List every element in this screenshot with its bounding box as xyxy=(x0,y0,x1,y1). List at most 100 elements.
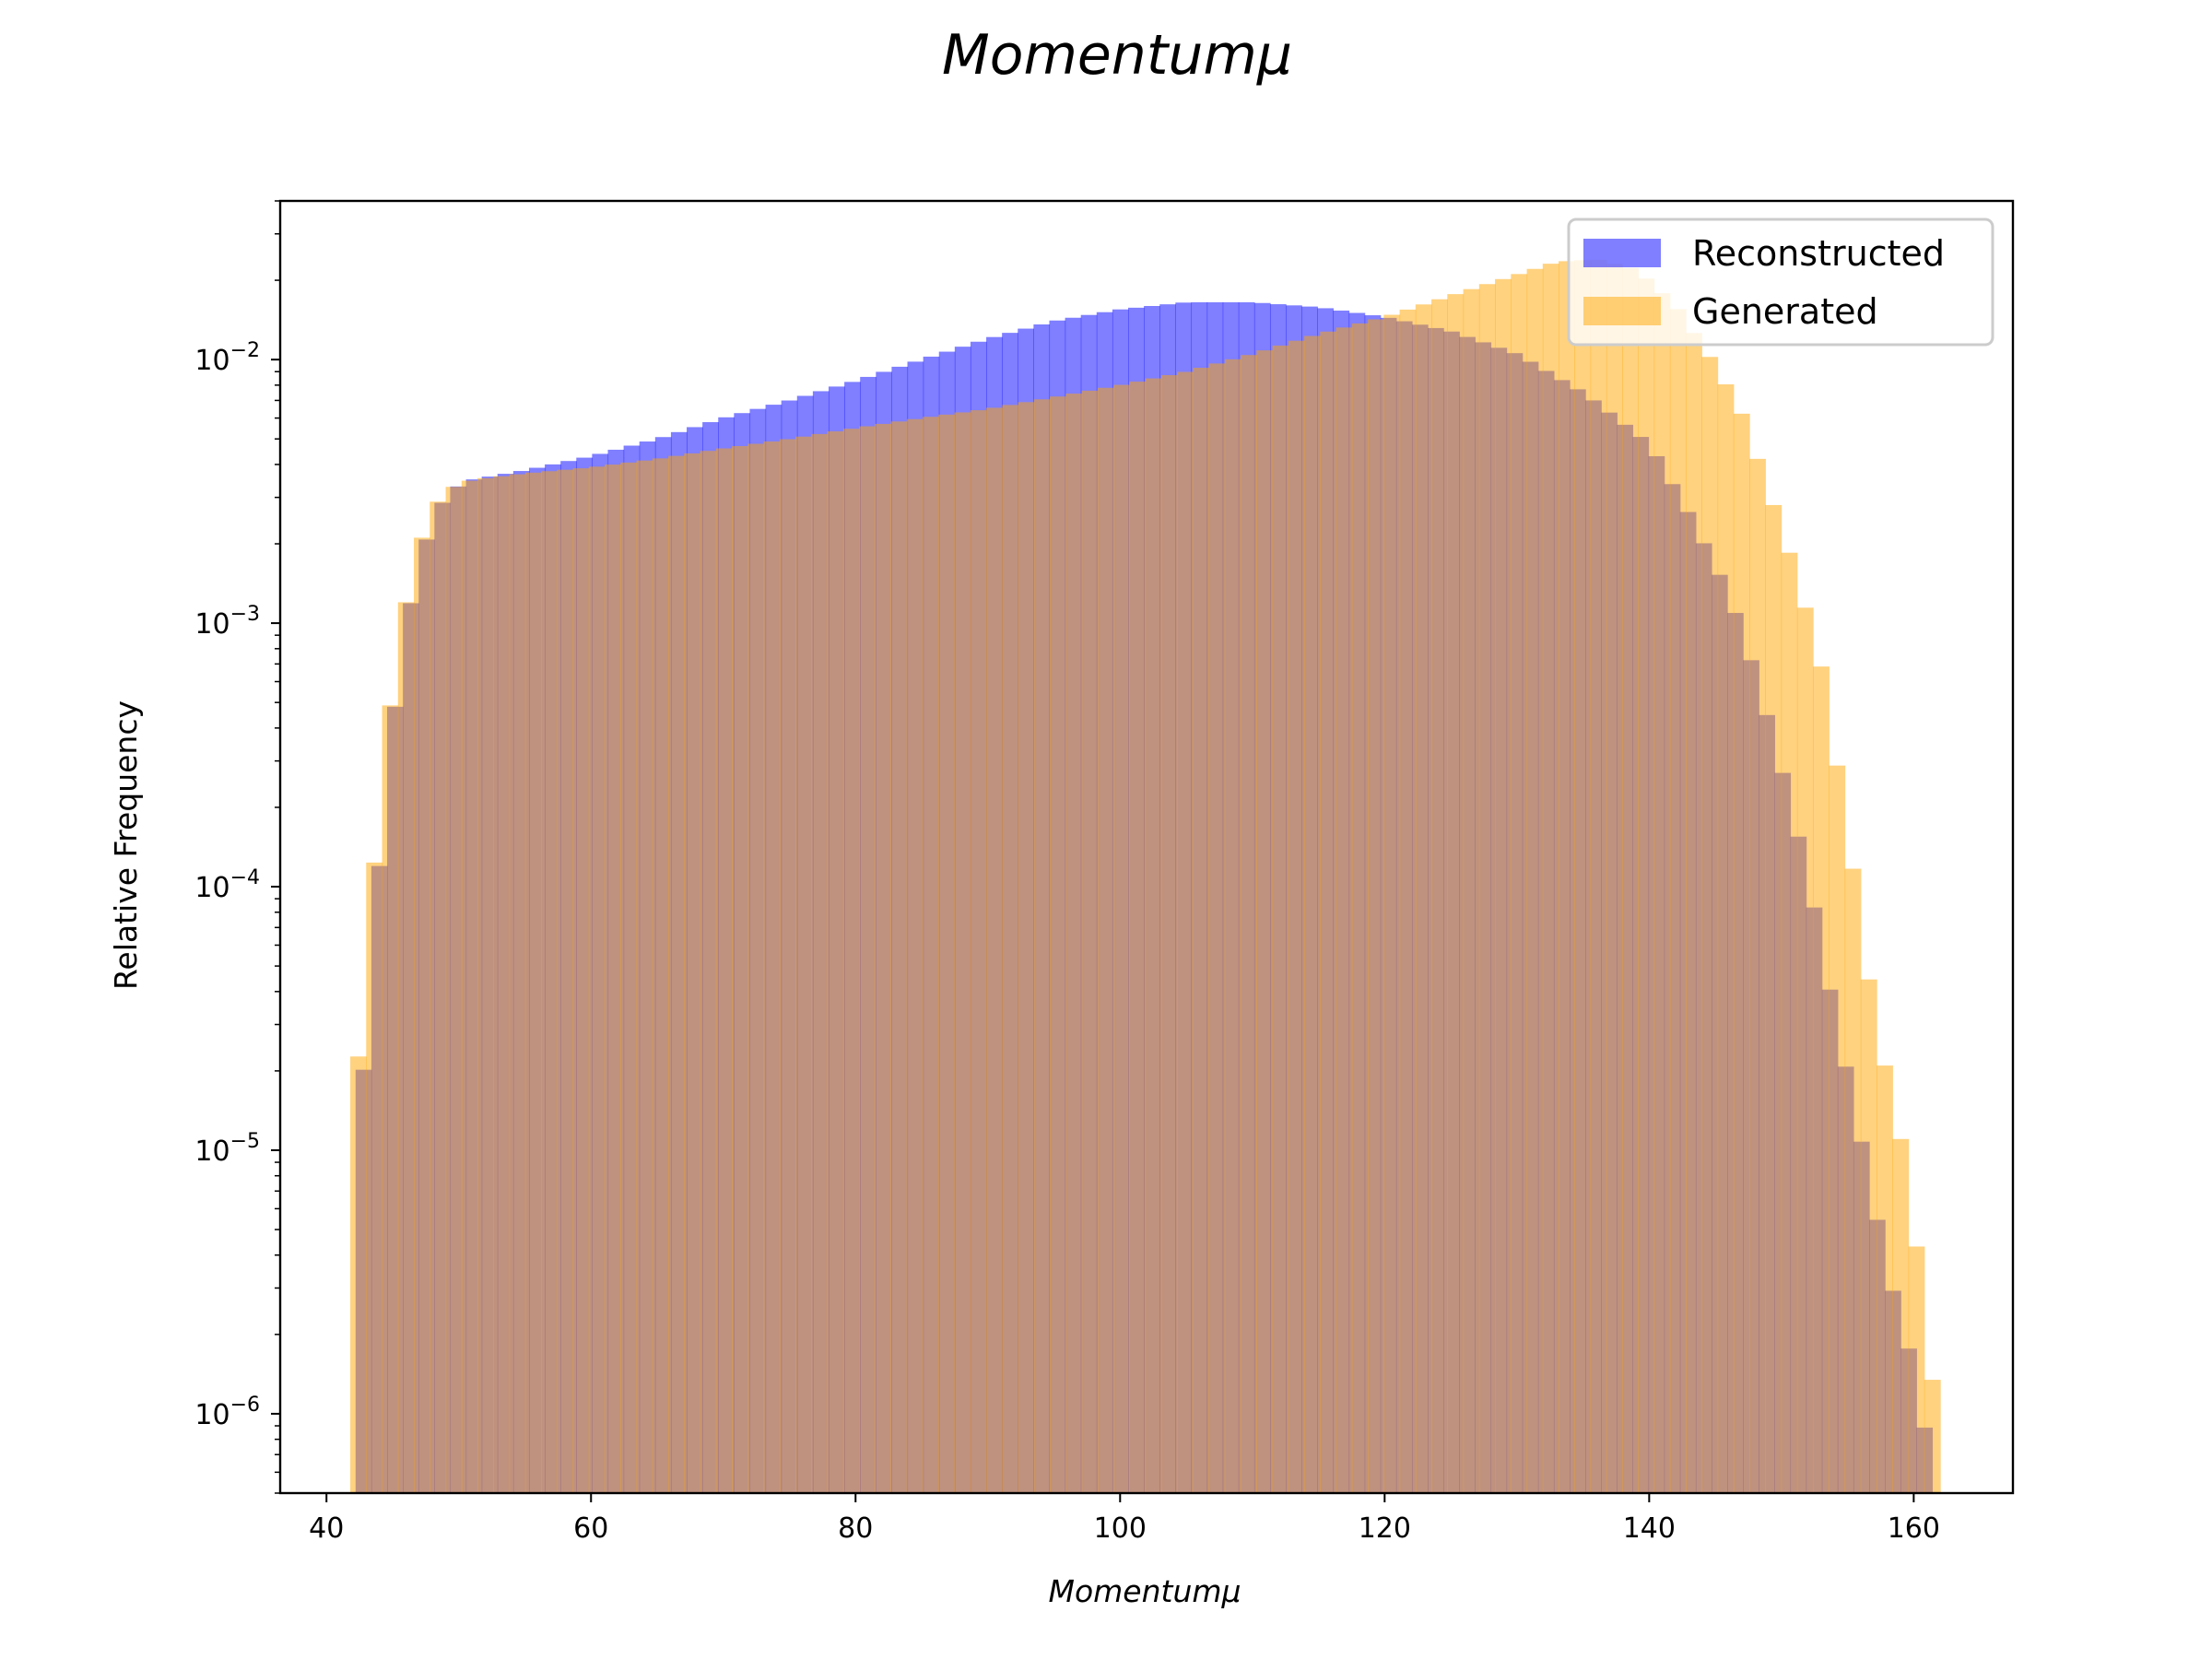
histogram-bar-generated xyxy=(1844,868,1862,1493)
histogram-bar-generated xyxy=(636,460,653,1493)
histogram-bar-generated xyxy=(652,458,669,1494)
histogram-bar-generated xyxy=(1304,335,1321,1493)
histogram-bar-generated xyxy=(1399,309,1417,1493)
histogram-bar-generated xyxy=(541,471,558,1493)
histogram-bar-generated xyxy=(684,453,701,1493)
histogram-bar-generated xyxy=(1256,350,1274,1493)
histogram-bar-generated xyxy=(1208,363,1226,1493)
histogram-bar-generated xyxy=(1829,765,1846,1493)
histogram-bar-generated xyxy=(572,468,590,1494)
histogram-bar-generated xyxy=(493,476,511,1494)
axes-frame xyxy=(278,199,2015,1495)
histogram-bar-generated xyxy=(1686,333,1702,1494)
histogram-bar-generated xyxy=(1018,402,1035,1493)
histogram-bar-generated xyxy=(715,448,733,1493)
histogram-bar-generated xyxy=(429,501,447,1493)
y-tick-label: 10−4 xyxy=(194,866,260,904)
histogram-bar-generated xyxy=(1050,396,1066,1494)
histogram-bar-generated xyxy=(1908,1246,1925,1493)
histogram-bar-generated xyxy=(350,1056,367,1493)
histogram-bar-generated xyxy=(1892,1138,1910,1493)
histogram-bar-generated xyxy=(461,480,478,1493)
legend-label-reconstructed: Reconstructed xyxy=(1692,233,1945,274)
histogram-bar-generated xyxy=(954,412,971,1494)
plot-area xyxy=(350,260,1941,1494)
histogram-bar-generated xyxy=(1145,378,1162,1493)
histogram-bar-generated xyxy=(1033,399,1051,1493)
histogram-bar-generated xyxy=(1097,387,1114,1493)
histogram-bar-generated xyxy=(1781,552,1798,1493)
histogram-bar-generated xyxy=(1701,357,1719,1493)
y-tick-label: 10−6 xyxy=(194,1394,260,1431)
histogram-bar-generated xyxy=(1590,260,1607,1493)
x-tick-label: 140 xyxy=(1623,1512,1676,1545)
histogram-bar-generated xyxy=(1415,304,1432,1493)
histogram-bar-generated xyxy=(1669,309,1687,1493)
histogram-bar-generated xyxy=(588,466,606,1493)
legend-box xyxy=(1567,218,1994,347)
histogram-bar-generated xyxy=(397,602,415,1493)
histogram-bar-generated xyxy=(1335,327,1353,1494)
histogram-bar-generated xyxy=(1224,359,1241,1493)
histogram-bar-generated xyxy=(1559,261,1575,1493)
histogram-bar-generated xyxy=(1574,260,1592,1494)
histogram-bar-generated xyxy=(811,433,829,1493)
histogram-bar-generated xyxy=(1160,375,1178,1493)
histogram-bar-generated xyxy=(557,469,574,1493)
histogram-bar-generated xyxy=(700,451,717,1494)
histogram-bar-generated xyxy=(795,436,812,1494)
histogram-bar-generated xyxy=(1177,371,1194,1493)
histogram-bar-generated xyxy=(1193,368,1210,1493)
histogram-bar-generated xyxy=(1924,1380,1941,1493)
histogram-bar-generated xyxy=(1320,331,1337,1493)
histogram-bar-generated xyxy=(779,439,796,1493)
histogram-bar-generated xyxy=(1717,384,1735,1493)
histogram-bar-generated xyxy=(1813,666,1830,1493)
y-axis-title: Relative Frequency xyxy=(108,700,144,990)
histogram-bar-generated xyxy=(1288,340,1305,1494)
histogram-bar-generated xyxy=(366,862,383,1493)
histogram-bar-generated xyxy=(1495,278,1512,1493)
histogram-bar-generated xyxy=(986,407,1003,1494)
histogram-bar-generated xyxy=(1447,294,1465,1493)
histogram-bar-generated xyxy=(732,446,748,1493)
histogram-bar-generated xyxy=(668,455,685,1493)
x-tick-label: 100 xyxy=(1094,1512,1147,1545)
legend-swatch-reconstructed xyxy=(1583,239,1661,267)
histogram-bar-generated xyxy=(1733,413,1750,1493)
histogram-bar-generated xyxy=(970,410,987,1494)
histogram-bar-generated xyxy=(875,423,892,1494)
histogram-bar-generated xyxy=(605,465,621,1494)
histogram-bar-generated xyxy=(620,462,638,1493)
legend-label-generated: Generated xyxy=(1692,291,1878,332)
histogram-bar-generated xyxy=(414,537,430,1494)
histogram-bar-generated xyxy=(445,487,463,1493)
histogram-bar-generated xyxy=(827,431,844,1493)
histogram-bar-generated xyxy=(1622,267,1639,1493)
histogram-bar-generated xyxy=(1877,1065,1893,1493)
axes: 40 60 80 100 120 140 160 10−6 10−5 10−4 10−3 10−2 xyxy=(194,199,2015,1545)
histogram-bar-generated xyxy=(1002,405,1019,1493)
x-tick-label: 120 xyxy=(1359,1512,1411,1545)
histogram-bar-generated xyxy=(1065,394,1083,1493)
histogram-bar-generated xyxy=(1749,458,1766,1494)
histogram-bar-generated xyxy=(1478,284,1496,1493)
histogram-bar-generated xyxy=(1526,268,1544,1493)
histogram-bar-generated xyxy=(1129,382,1147,1493)
histogram-bar-generated xyxy=(1351,323,1369,1493)
histogram-bar-generated xyxy=(1796,607,1814,1493)
histogram-bar-generated xyxy=(1368,319,1384,1493)
histogram-bar-generated xyxy=(1765,504,1783,1494)
histogram-bar-generated xyxy=(1638,278,1655,1493)
histogram-bar-generated xyxy=(382,705,399,1493)
histogram-bar-generated xyxy=(1653,293,1671,1493)
series-generated xyxy=(350,260,1941,1494)
histogram-bar-generated xyxy=(923,417,939,1493)
histogram-bar-generated xyxy=(906,418,924,1494)
y-tick-label: 10−5 xyxy=(194,1130,260,1168)
y-tick-label: 10−3 xyxy=(194,603,260,641)
histogram-bar-generated xyxy=(842,429,860,1494)
histogram-bar-generated xyxy=(1241,355,1257,1494)
histogram-bar-generated xyxy=(1081,390,1099,1493)
